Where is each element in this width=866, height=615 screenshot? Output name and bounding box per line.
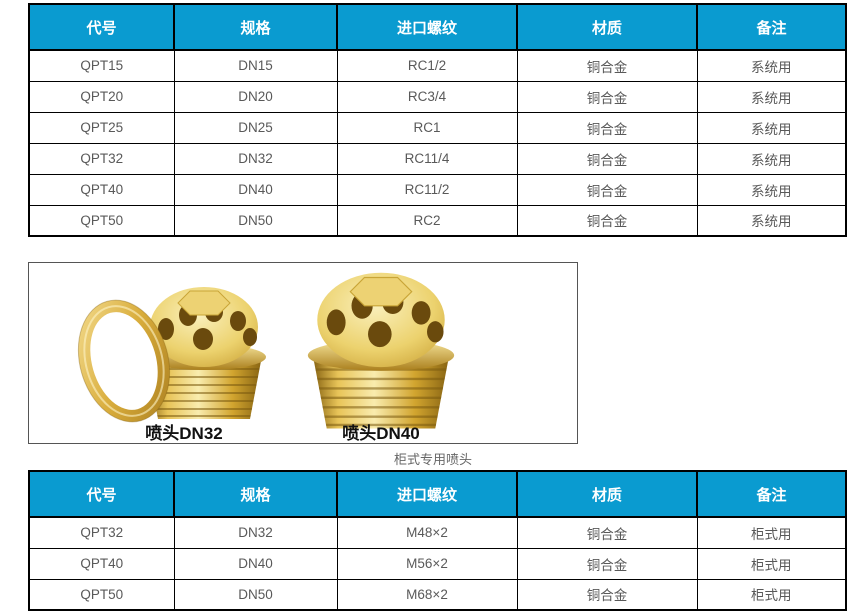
- table-cell: QPT40: [28, 547, 175, 580]
- product-photo-frame: 喷头DN32 喷头DN40: [28, 262, 578, 444]
- table-cell: DN20: [173, 80, 338, 113]
- table-cell: 柜式用: [696, 578, 847, 611]
- table-row: QPT50 DN50 M68×2 铜合金 柜式用: [28, 578, 847, 611]
- column-header-remark: 备注: [696, 470, 847, 518]
- table-cell: 铜合金: [516, 204, 698, 237]
- table-cell: DN25: [173, 111, 338, 144]
- column-header-inlet-thread: 进口螺纹: [336, 470, 518, 518]
- table-cell: 铜合金: [516, 516, 698, 549]
- table-cell: M68×2: [336, 578, 518, 611]
- table-cell: 铜合金: [516, 80, 698, 113]
- table-cell: RC2: [336, 204, 518, 237]
- table-cell: RC1: [336, 111, 518, 144]
- sprinkler-dn40-illustration: [308, 273, 454, 429]
- table-cell: 系统用: [696, 49, 847, 82]
- table-row: QPT15 DN15 RC1/2 铜合金 系统用: [28, 49, 847, 82]
- table-cell: QPT15: [28, 49, 175, 82]
- table-cell: 铜合金: [516, 173, 698, 206]
- table-cell: 铜合金: [516, 49, 698, 82]
- table-row: QPT20 DN20 RC3/4 铜合金 系统用: [28, 80, 847, 113]
- gasket-ring-illustration: [77, 299, 171, 423]
- table-cell: 系统用: [696, 204, 847, 237]
- table-cell: DN15: [173, 49, 338, 82]
- table-cell: DN32: [173, 142, 338, 175]
- table-header-row: 代号 规格 进口螺纹 材质 备注: [28, 3, 847, 51]
- system-sprinkler-spec-table: 代号 规格 进口螺纹 材质 备注 QPT15 DN15 RC1/2 铜合金 系统…: [28, 3, 847, 237]
- table-cell: DN40: [173, 173, 338, 206]
- table-cell: DN32: [173, 516, 338, 549]
- table-cell: 铜合金: [516, 111, 698, 144]
- table-cell: DN50: [173, 204, 338, 237]
- table-cell: DN40: [173, 547, 338, 580]
- column-header-remark: 备注: [696, 3, 847, 51]
- column-header-material: 材质: [516, 470, 698, 518]
- table-cell: 系统用: [696, 80, 847, 113]
- figure-caption: 柜式专用喷头: [393, 452, 472, 467]
- figure-label-dn32: 喷头DN32: [145, 424, 223, 443]
- column-header-inlet-thread: 进口螺纹: [336, 3, 518, 51]
- table-row: QPT25 DN25 RC1 铜合金 系统用: [28, 111, 847, 144]
- table-cell: RC3/4: [336, 80, 518, 113]
- table-cell: QPT32: [28, 142, 175, 175]
- cabinet-sprinkler-spec-table: 代号 规格 进口螺纹 材质 备注 QPT32 DN32 M48×2 铜合金 柜式…: [28, 470, 847, 611]
- table-cell: RC1/2: [336, 49, 518, 82]
- table-cell: 柜式用: [696, 516, 847, 549]
- table-cell: RC11/2: [336, 173, 518, 206]
- table-cell: M48×2: [336, 516, 518, 549]
- table-cell: 系统用: [696, 142, 847, 175]
- table-cell: 铜合金: [516, 142, 698, 175]
- table-cell: 系统用: [696, 111, 847, 144]
- table-cell: QPT25: [28, 111, 175, 144]
- table-cell: QPT50: [28, 578, 175, 611]
- column-header-spec: 规格: [173, 470, 338, 518]
- column-header-code: 代号: [28, 470, 175, 518]
- table-cell: DN50: [173, 578, 338, 611]
- table-cell: RC11/4: [336, 142, 518, 175]
- table-cell: 铜合金: [516, 547, 698, 580]
- table-row: QPT40 DN40 M56×2 铜合金 柜式用: [28, 547, 847, 580]
- table-cell: QPT40: [28, 173, 175, 206]
- column-header-spec: 规格: [173, 3, 338, 51]
- table-row: QPT32 DN32 M48×2 铜合金 柜式用: [28, 516, 847, 549]
- table-row: QPT50 DN50 RC2 铜合金 系统用: [28, 204, 847, 237]
- table-cell: M56×2: [336, 547, 518, 580]
- table-row: QPT40 DN40 RC11/2 铜合金 系统用: [28, 173, 847, 206]
- table-cell: 柜式用: [696, 547, 847, 580]
- column-header-material: 材质: [516, 3, 698, 51]
- sprinkler-product-photo: [77, 263, 579, 445]
- table-cell: QPT32: [28, 516, 175, 549]
- table-header-row: 代号 规格 进口螺纹 材质 备注: [28, 470, 847, 518]
- figure-label-dn40: 喷头DN40: [342, 424, 420, 443]
- table-cell: QPT50: [28, 204, 175, 237]
- column-header-code: 代号: [28, 3, 175, 51]
- table-cell: QPT20: [28, 80, 175, 113]
- table-cell: 铜合金: [516, 578, 698, 611]
- table-cell: 系统用: [696, 173, 847, 206]
- table-row: QPT32 DN32 RC11/4 铜合金 系统用: [28, 142, 847, 175]
